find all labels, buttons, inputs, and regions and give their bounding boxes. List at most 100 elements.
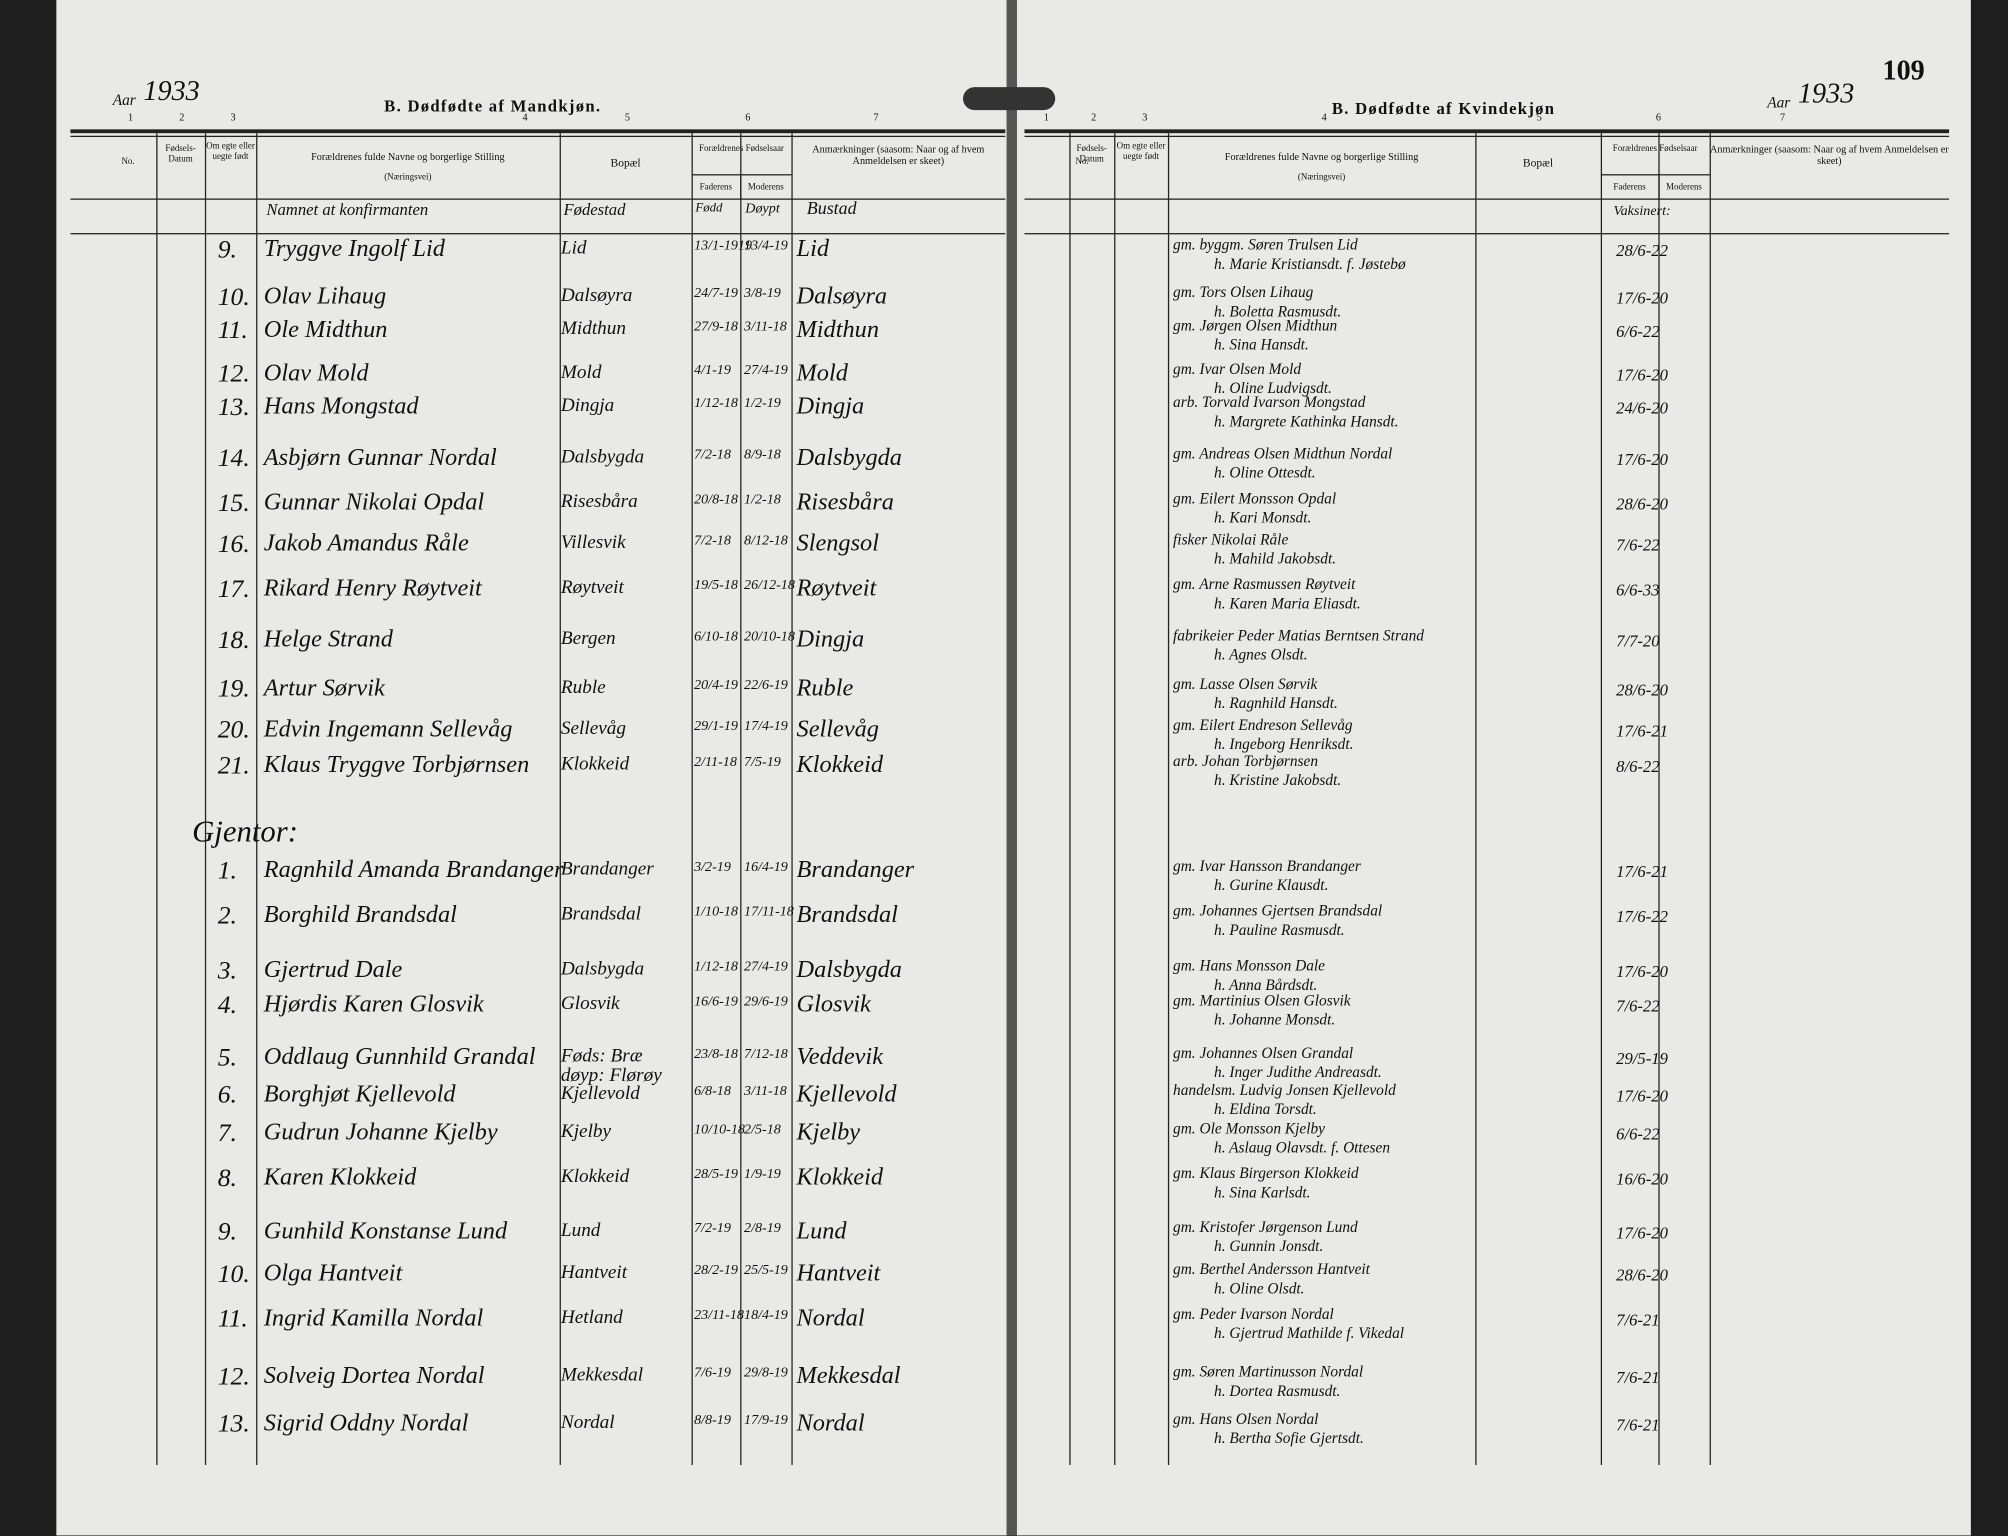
row-number: 1. — [217, 856, 237, 885]
row-number: 12. — [217, 1362, 250, 1391]
mother-name: h. Johanne Monsdt. — [1214, 1010, 1336, 1029]
header-bottom-rule — [1024, 198, 1950, 200]
birthplace: Midthun — [560, 318, 627, 340]
born-date: 29/1-19 — [694, 718, 738, 734]
child-name: Olav Mold — [263, 359, 369, 387]
mother-name: h. Agnes Olsdt. — [1214, 645, 1308, 664]
home: Ruble — [796, 674, 854, 702]
child-name: Oddlaug Gunnhild Grandal — [263, 1043, 536, 1071]
baptized-date: 29/8-19 — [744, 1365, 788, 1381]
heading-born: Fødd — [695, 201, 723, 216]
column-number: 5 — [624, 111, 631, 123]
baptized-date: 1/9-19 — [744, 1166, 781, 1182]
mother-name: h. Marie Kristiansdt. f. Jøstebø — [1214, 254, 1406, 273]
row-number: 2. — [217, 901, 237, 930]
home: Midthun — [796, 316, 879, 344]
born-date: 8/8-19 — [694, 1412, 731, 1428]
father-name: gm. Jørgen Olsen Midthun — [1173, 316, 1338, 335]
mother-name: h. Sina Karlsdt. — [1214, 1183, 1311, 1202]
father-name: arb. Torvald Ivarson Mongstad — [1173, 393, 1366, 412]
mother-name: h. Margrete Kathinka Hansdt. — [1214, 412, 1399, 431]
vaccinated-date: 17/6-20 — [1616, 1085, 1668, 1106]
mother-name: h. Anna Bårdsdt. — [1214, 975, 1318, 994]
vaccinated-date: 29/5-19 — [1616, 1048, 1668, 1069]
row-number: 4. — [217, 991, 237, 1020]
header-birth-date: Fødsels-Datum — [165, 143, 196, 164]
born-date: 3/2-19 — [694, 859, 731, 875]
father-name: arb. Johan Torbjørnsen — [1173, 751, 1319, 770]
column-line — [1600, 133, 1603, 1466]
mother-name: h. Aslaug Olavsdt. f. Ottesen — [1214, 1138, 1391, 1157]
born-date: 2/11-18 — [694, 754, 737, 770]
birthplace: Lund — [560, 1220, 601, 1241]
column-line — [1709, 133, 1711, 1466]
father-name: gm. Ivar Hansson Brandanger — [1173, 856, 1361, 875]
home: Hantveit — [796, 1260, 881, 1288]
born-date: 28/2-19 — [694, 1262, 738, 1279]
born-date: 1/12-18 — [694, 959, 738, 975]
column-line — [740, 133, 742, 1466]
home: Lund — [796, 1217, 847, 1245]
birthplace: Hantveit — [560, 1262, 628, 1284]
year-label: Aar — [112, 90, 136, 109]
mother-name: h. Eldina Torsdt. — [1214, 1100, 1317, 1118]
mother-name: h. Karen Maria Eliasdt. — [1214, 594, 1361, 613]
vaccinated-date: 24/6-20 — [1616, 398, 1668, 418]
baptized-date: 22/6-19 — [744, 677, 788, 693]
child-name: Edvin Ingemann Sellevåg — [263, 715, 513, 743]
header-occupation: (Næringsvei) — [384, 171, 432, 182]
child-name: Sigrid Oddny Nordal — [263, 1409, 469, 1437]
father-name: gm. Eilert Endreson Sellevåg — [1173, 715, 1353, 734]
birthplace: Ruble — [560, 677, 606, 698]
child-name: Tryggve Ingolf Lid — [263, 235, 445, 263]
vaccinated-date: 7/6-21 — [1616, 1310, 1660, 1330]
binding-thread — [963, 87, 1056, 111]
baptized-date: 8/9-18 — [744, 446, 781, 463]
baptized-date: 20/10-18 — [744, 628, 795, 645]
column-line — [1114, 133, 1116, 1466]
header-mother: Moderens — [1666, 181, 1702, 193]
header-rule — [1024, 135, 1950, 138]
born-date: 1/10-18 — [694, 904, 738, 920]
birthplace: Brandsdal — [560, 904, 641, 925]
column-number: 3 — [230, 111, 236, 123]
home: Mold — [796, 359, 848, 387]
page-title: B. Dødfødte af Mandkjøn. — [384, 96, 602, 116]
subheader-split — [1658, 174, 1660, 199]
child-name: Ragnhild Amanda Brandanger — [263, 856, 564, 884]
row-number: 21. — [217, 751, 250, 780]
home: Brandanger — [796, 856, 915, 884]
home: Røytveit — [796, 574, 877, 602]
column-line — [204, 133, 207, 1466]
mother-name: h. Oline Olsdt. — [1214, 1279, 1305, 1298]
father-name: gm. byggm. Søren Trulsen Lid — [1173, 235, 1358, 254]
header-mother: Moderens — [747, 181, 784, 193]
born-date: 10/10-18 — [694, 1121, 745, 1138]
birthplace: Glosvik — [560, 993, 620, 1015]
born-date: 13/1-1919 — [694, 238, 753, 254]
home: Kjelby — [796, 1119, 861, 1147]
mother-name: h. Inger Judithe Andreasdt. — [1214, 1062, 1382, 1081]
child-name: Borghild Brandsdal — [263, 901, 457, 929]
birthplace: Klokkeid — [560, 1166, 630, 1188]
column-line — [1069, 133, 1071, 1466]
birthplace: Brandanger — [560, 859, 654, 880]
born-date: 27/9-18 — [694, 318, 738, 335]
birthplace: Mekkesdal — [560, 1365, 644, 1386]
column-line — [156, 133, 158, 1466]
year: 1933 — [1797, 76, 1855, 109]
mother-name: h. Mahild Jakobsdt. — [1214, 549, 1337, 568]
birthplace: Lid — [560, 238, 587, 259]
column-number: 4 — [1321, 111, 1327, 123]
home: Dingja — [796, 393, 865, 421]
born-date: 7/2-18 — [694, 446, 731, 463]
row-number: 12. — [217, 359, 250, 389]
home: Brandsdal — [796, 901, 898, 929]
vaccinated-date: 6/6-22 — [1616, 321, 1660, 341]
header-legitimate: Om egte eller uegte født — [1116, 140, 1166, 162]
row-number: 15. — [217, 489, 250, 518]
father-name: gm. Arne Rasmussen Røytveit — [1173, 574, 1356, 593]
header-remarks: Anmærkninger (saasom: Naar og af hvem An… — [812, 143, 985, 167]
vaccinated-date: 7/6-22 — [1616, 535, 1660, 555]
heading-vaccinated: Vaksinert: — [1613, 203, 1671, 219]
